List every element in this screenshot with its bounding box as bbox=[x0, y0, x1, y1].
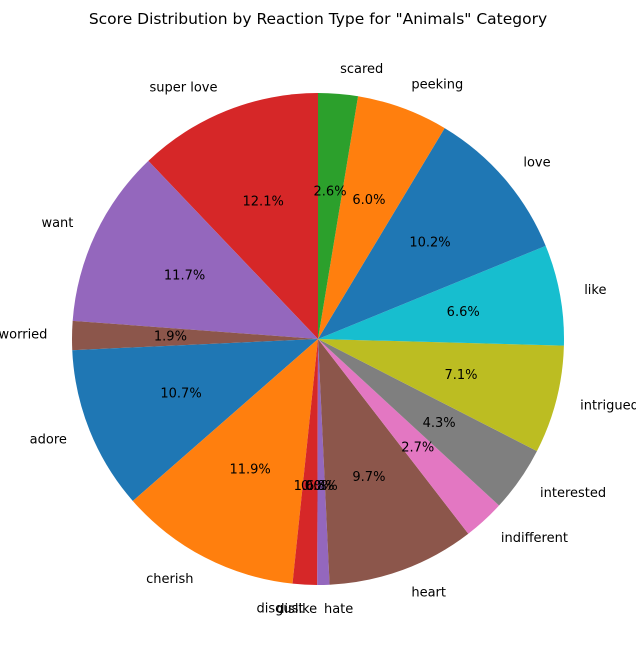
chart-title: Score Distribution by Reaction Type for … bbox=[89, 10, 547, 28]
pie-slice-want bbox=[72, 160, 318, 339]
category-label-want: want bbox=[41, 216, 73, 231]
pie-slice-indifferent bbox=[318, 339, 500, 534]
category-label-adore: adore bbox=[30, 432, 67, 447]
percent-label-love: 10.2% bbox=[409, 235, 450, 250]
percent-label-intrigued: 7.1% bbox=[444, 368, 477, 383]
pie-slice-hate bbox=[317, 339, 330, 585]
category-label-intrigued: intrigued bbox=[580, 398, 636, 413]
pie-slice-adore bbox=[72, 339, 318, 501]
pie-slice-cherish bbox=[132, 339, 318, 584]
percent-label-peeking: 6.0% bbox=[352, 193, 385, 208]
category-label-super-love: super love bbox=[149, 80, 217, 95]
pie-slices bbox=[71, 93, 564, 585]
percent-label-interested: 4.3% bbox=[423, 416, 456, 431]
category-label-dislike: dislike bbox=[276, 602, 317, 617]
pie-slice-love bbox=[318, 128, 546, 339]
percent-label-worried: 1.9% bbox=[154, 329, 187, 344]
category-label-love: love bbox=[523, 155, 550, 170]
pie-slice-disgust bbox=[292, 339, 318, 585]
category-label-worried: worried bbox=[0, 328, 47, 343]
percent-label-indifferent: 2.7% bbox=[401, 440, 434, 455]
category-label-hate: hate bbox=[324, 602, 353, 617]
percent-label-adore: 10.7% bbox=[160, 387, 201, 402]
percent-label-super-love: 12.1% bbox=[243, 194, 284, 209]
category-label-like: like bbox=[584, 283, 606, 298]
pie-slice-interested bbox=[318, 339, 537, 506]
category-label-cherish: cherish bbox=[146, 572, 193, 587]
pie-slice-intrigued bbox=[318, 339, 564, 452]
pie-slice-scared bbox=[318, 93, 359, 339]
percent-label-scared: 2.6% bbox=[314, 184, 347, 199]
percent-label-like: 6.6% bbox=[447, 305, 480, 320]
category-label-indifferent: indifferent bbox=[501, 531, 568, 546]
percent-label-want: 11.7% bbox=[164, 268, 205, 283]
percent-labels: 12.1% 11.7% 1.9% 10.7% 11.9% 1.6%0.0%0.8% 9.7%… bbox=[154, 184, 480, 494]
percent-label-dislike: 0.0% bbox=[301, 479, 334, 494]
percent-label-heart: 9.7% bbox=[352, 470, 385, 485]
percent-label-disgust: 1.6% bbox=[294, 479, 327, 494]
pie-slice-worried bbox=[71, 320, 318, 351]
pie-slice-peeking bbox=[318, 96, 445, 340]
category-label-interested: interested bbox=[540, 486, 606, 501]
category-labels: super love want worried adore cherish disgust… bbox=[0, 62, 636, 617]
category-label-heart: heart bbox=[411, 585, 446, 600]
category-label-scared: scared bbox=[340, 62, 383, 77]
pie-slice-heart bbox=[318, 339, 469, 585]
percent-label-hate: 0.8% bbox=[305, 479, 338, 494]
pie-slice-super-love bbox=[148, 93, 318, 339]
category-label-peeking: peeking bbox=[411, 78, 463, 93]
category-label-disgust: disgust bbox=[257, 602, 304, 617]
pie-slice-like bbox=[318, 245, 564, 346]
percent-label-cherish: 11.9% bbox=[229, 463, 270, 478]
